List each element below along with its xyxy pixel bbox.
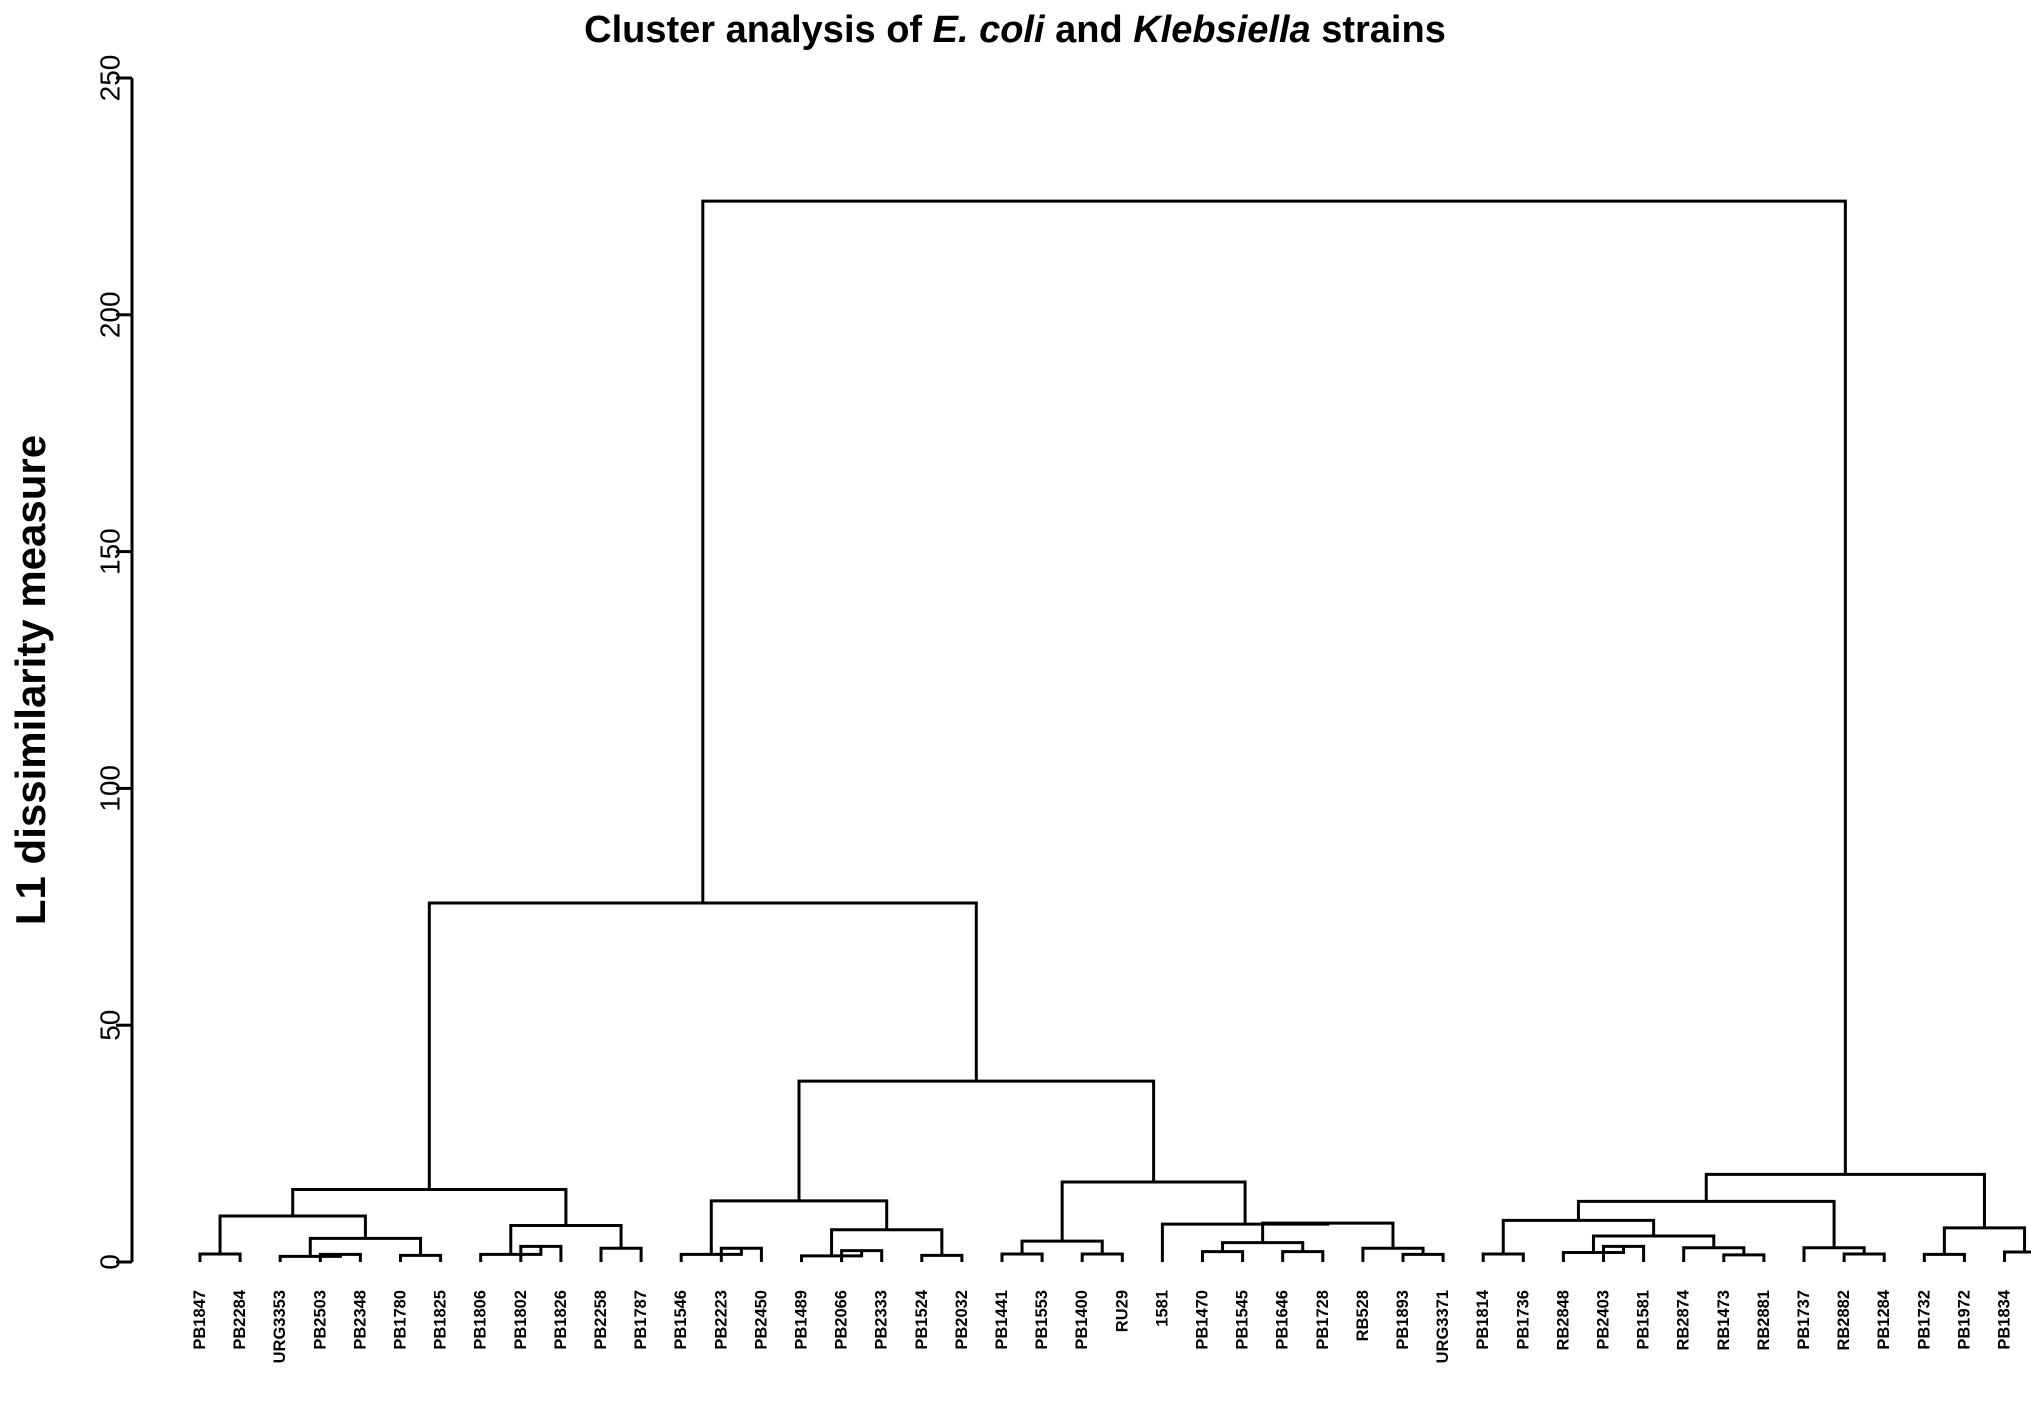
leaf-label: PB2258 [592,1290,610,1350]
title-part-3: strains [1311,9,1446,51]
leaf-label: PB1737 [1795,1290,1813,1350]
dendrogram-branch [198,1252,242,1262]
leaf-label: PB1972 [1955,1290,1973,1350]
leaf-label: PB1284 [1875,1289,1893,1349]
title-part-1: Cluster analysis of [584,9,932,51]
dendrogram-branch [278,1254,342,1262]
leaf-label: PB1489 [793,1290,811,1350]
dendrogram-branch [1842,1252,1886,1262]
title-part-klebsiella: Klebsiella [1133,9,1310,51]
dendrogram-branch [1602,1244,1646,1262]
leaf-label: RB1473 [1715,1290,1733,1351]
leaf-label: RB2882 [1835,1290,1853,1351]
dendrogram-branch [1281,1250,1325,1262]
y-axis-label: L1 dissimilarity measure [7,435,54,925]
leaf-label: PB1826 [552,1290,570,1350]
dendrogram-branch [1591,1234,1716,1253]
leaf-label: PB2223 [712,1290,730,1350]
leaf-label: PB1581 [1635,1290,1653,1350]
y-tick-label: 50 [95,1010,126,1041]
y-axis: 0 50 100 150 200 250 [95,55,134,1270]
leaf-label: URG3371 [1434,1290,1452,1363]
dendrogram-branch [318,1252,362,1262]
dendrogram-branch [1261,1221,1395,1249]
leaf-label: PB1825 [432,1290,450,1350]
leaf-label: PB1814 [1474,1289,1492,1349]
dendrogram-branch [1481,1252,1525,1262]
leaf-label: PB2450 [752,1290,770,1350]
dendrogram-branch [920,1253,964,1262]
chart-title: Cluster analysis of E. coli and Klebsiel… [584,9,1446,51]
dendrogram-branch [1922,1252,1966,1262]
dendrogram-branch [830,1228,944,1256]
leaf-label: PB1736 [1514,1290,1532,1350]
leaf-label: PB1780 [392,1290,410,1350]
leaf-label: PB2066 [833,1290,851,1350]
dendrogram-branch [1401,1252,1445,1262]
dendrogram-branch [599,1246,643,1262]
leaf-label: PB1728 [1314,1290,1332,1350]
y-tick-label: 150 [95,528,126,575]
dendrogram-branch [701,199,1847,1175]
dendrogram-branch [1060,1180,1247,1242]
leaf-label: PB1787 [632,1290,650,1350]
leaf-label: URG3353 [271,1290,289,1363]
leaf-label: PB1546 [672,1290,690,1350]
leaf-label: PB1470 [1194,1290,1212,1350]
dendrogram-branch [427,901,978,1190]
dendrogram-branch [1201,1250,1245,1262]
y-tick-label: 0 [95,1254,126,1270]
dendrogram-branch [218,1214,367,1254]
leaf-label: PB1646 [1274,1290,1292,1350]
leaf-label: PB2333 [873,1290,891,1350]
leaf-label: RB2848 [1554,1290,1572,1351]
leaf-label: PB1802 [512,1290,530,1350]
dendrogram-branch [1942,1226,2027,1255]
dendrogram-branch [1000,1252,1044,1262]
leaf-label: PB1732 [1915,1290,1933,1350]
leaf-label: PB2032 [953,1290,971,1350]
leaf-label: PB2348 [351,1290,369,1350]
leaf-labels: PB1847 PB2284 URG3353 PB2503 PB2348 PB1780 PB1… [191,1289,2014,1363]
dendrogram-branch [399,1253,443,1262]
dendrogram-branch [509,1224,623,1255]
y-tick-label: 200 [95,291,126,338]
dendrogram-branch [2003,1250,2031,1262]
leaf-label: PB1893 [1394,1290,1412,1350]
leaf-label: PB1834 [1996,1289,2014,1349]
leaf-label: PB1806 [472,1290,490,1350]
title-part-2: and [1045,9,1134,51]
leaf-label: PB2503 [311,1290,329,1350]
dendrogram-branch [1561,1246,1626,1262]
dendrogram-branch [709,1199,889,1255]
dendrogram-branch [291,1188,568,1226]
leaf-label: RU29 [1113,1290,1131,1332]
leaf-label: PB1441 [993,1290,1011,1350]
dendrogram-branch [1361,1246,1425,1262]
dendrogram-branches [198,199,2031,1262]
leaf-label: PB1400 [1073,1290,1091,1350]
leaf-label: 1581 [1153,1290,1171,1327]
dendrogram-branch [1020,1239,1104,1254]
title-part-ecoli: E. coli [933,9,1046,51]
leaf-label: PB1847 [191,1290,209,1350]
leaf-label: PB1545 [1234,1290,1252,1350]
leaf-label: PB1553 [1033,1290,1051,1350]
dendrogram-branch [1576,1199,1836,1248]
leaf-label: PB2284 [231,1289,249,1349]
dendrogram-branch [1722,1253,1766,1262]
y-tick-label: 100 [95,765,126,812]
y-tick-label: 250 [95,55,126,102]
leaf-label: RB2881 [1755,1290,1773,1351]
leaf-label: PB2403 [1595,1290,1613,1350]
leaf-label: RB2874 [1675,1289,1693,1350]
leaf-label: PB1524 [913,1289,931,1349]
dendrogram-branch [1080,1252,1124,1262]
leaf-label: RB528 [1354,1290,1372,1341]
